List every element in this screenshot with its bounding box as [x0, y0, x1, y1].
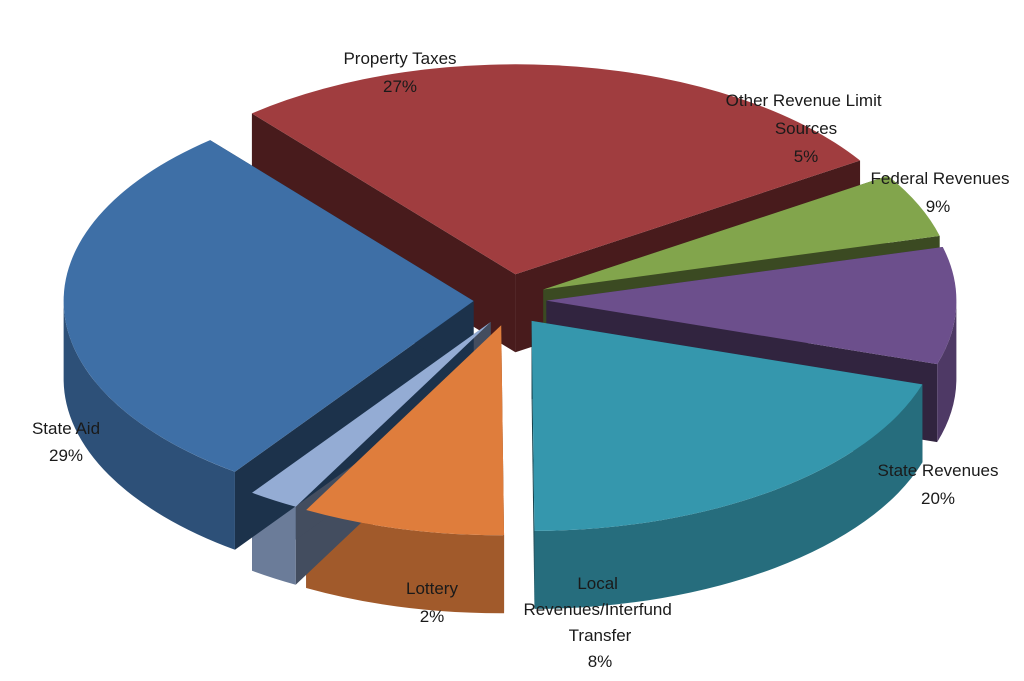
label-federal-revenues: Federal Revenues — [871, 169, 1010, 188]
value-local-revenues-interfund-transfer: 8% — [588, 652, 613, 671]
value-other-revenue-limit-sources: 5% — [794, 147, 819, 166]
label-property-taxes: Property Taxes — [343, 49, 456, 68]
value-lottery: 2% — [420, 607, 445, 626]
value-federal-revenues: 9% — [926, 197, 951, 216]
label-state-aid: State Aid — [32, 419, 100, 438]
label-lottery: Lottery — [406, 579, 458, 598]
value-property-taxes: 27% — [383, 77, 417, 96]
value-state-aid: 29% — [49, 446, 83, 465]
label-state-revenues: State Revenues — [878, 461, 999, 480]
value-state-revenues: 20% — [921, 489, 955, 508]
